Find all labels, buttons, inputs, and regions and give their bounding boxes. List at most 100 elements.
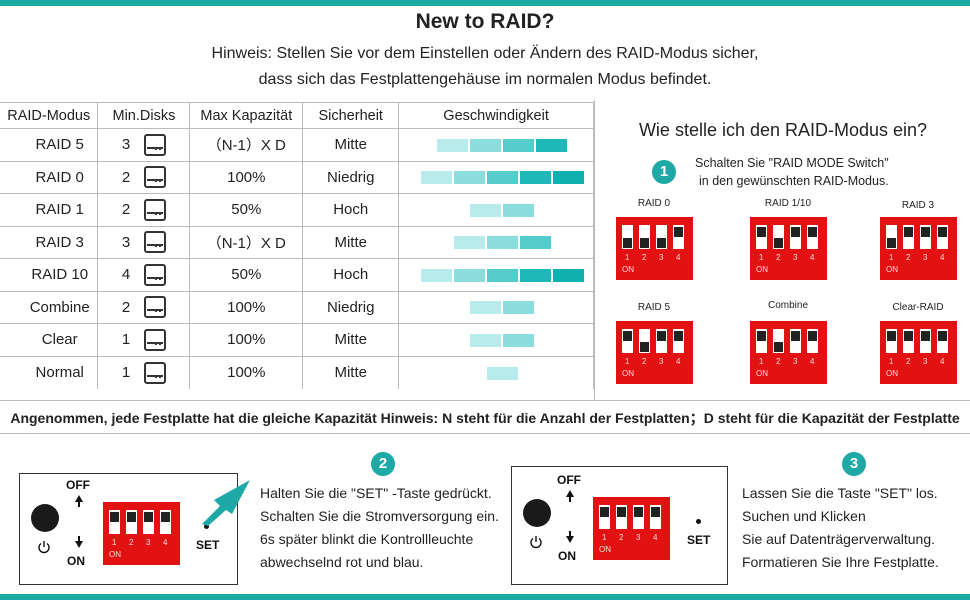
hard-drive-icon <box>143 133 166 156</box>
dip-mode-label: Combine <box>767 300 809 311</box>
table-row: Normal 1 100% Mitte <box>0 355 594 389</box>
table-row: Combine 2 100% Niedrig <box>0 290 594 324</box>
speed-bar-segment <box>552 268 584 282</box>
speed-bar-segment <box>470 203 502 217</box>
cell-disks: 4 <box>97 258 191 292</box>
switch-knob <box>657 238 666 248</box>
cell-security: Hoch <box>302 193 400 227</box>
arrow-down-icon <box>75 541 83 548</box>
switch-knob <box>110 512 119 522</box>
speed-bar-segment <box>519 236 551 250</box>
cell-capacity: 100% <box>189 290 304 324</box>
cell-capacity: （N-1）X D <box>189 225 304 259</box>
disk-count: 1 <box>121 364 131 381</box>
switch-number: 2 <box>906 357 911 366</box>
column-header-capacity: Max Kapazität <box>189 102 304 129</box>
switch-number: 1 <box>889 253 894 262</box>
switch-number: 3 <box>659 357 664 366</box>
bottom-accent-bar <box>0 594 970 600</box>
step-1-text: Schalten Sie "RAID MODE Switch" in den g… <box>695 154 889 190</box>
switch-number: 3 <box>923 253 928 262</box>
cell-disks: 1 <box>97 323 191 357</box>
dip-switch: 1 2 3 4 ON <box>880 217 957 280</box>
switch-on-label: ON <box>622 369 634 378</box>
disk-count: 2 <box>121 168 131 186</box>
speed-bar-segment <box>453 171 485 185</box>
page-title: New to RAID? <box>415 10 555 33</box>
dip-switch: 1 2 3 4 ON <box>593 497 670 560</box>
cell-speed <box>398 323 594 357</box>
step-2-text: Halten Sie die "SET" -Taste gedrückt. Sc… <box>260 482 499 574</box>
step-1-line-2: in den gewünschten RAID-Modus. <box>699 174 889 188</box>
switch-slot <box>639 225 650 249</box>
cell-disks: 3 <box>97 128 191 162</box>
set-label: SET <box>196 538 220 552</box>
set-button-graphic <box>523 499 551 527</box>
switch-number: 1 <box>625 253 630 262</box>
switch-slot <box>937 329 948 353</box>
dip-switch: 1 2 3 4 ON <box>616 217 693 280</box>
cell-speed <box>398 160 594 194</box>
table-row: RAID 3 3 （N-1）X D Mitte <box>0 225 594 259</box>
arrow-up-icon <box>566 490 574 497</box>
cell-security: Mitte <box>302 355 400 389</box>
table-row: RAID 0 2 100% Niedrig <box>0 160 594 194</box>
switch-number: 4 <box>810 253 815 262</box>
switch-number: 1 <box>625 357 630 366</box>
switch-slot <box>639 329 650 353</box>
led-dot <box>204 524 209 529</box>
switch-on-label: ON <box>109 550 121 559</box>
speed-bar-segment <box>503 138 535 152</box>
switch-slot <box>773 225 784 249</box>
step-1-line-1: Schalten Sie "RAID MODE Switch" <box>695 156 889 170</box>
cell-disks: 1 <box>97 355 191 389</box>
table-row: Clear 1 100% Mitte <box>0 323 594 357</box>
speed-bar-segment <box>486 366 518 380</box>
switch-knob <box>623 331 632 341</box>
cell-capacity: 100% <box>189 160 304 194</box>
dip-mode-label: RAID 3 <box>901 200 935 211</box>
step-2-line-3: 6s später blinkt die Kontrollleuchte <box>260 531 474 547</box>
column-header-speed: Geschwindigkeit <box>398 102 594 129</box>
disk-count: 2 <box>121 201 131 219</box>
disk-count: 2 <box>121 298 131 316</box>
step-3-text: Lassen Sie die Taste "SET" los. Suchen u… <box>742 482 939 574</box>
speed-bar-segment <box>470 138 502 152</box>
switch-knob <box>904 227 913 237</box>
step-1-badge: 1 <box>652 160 676 184</box>
switch-number: 4 <box>676 253 681 262</box>
switch-number: 4 <box>163 538 168 547</box>
arrow-stem <box>569 531 571 536</box>
divider <box>0 433 970 434</box>
switch-knob <box>640 238 649 248</box>
cell-capacity: 100% <box>189 323 304 357</box>
cell-security: Mitte <box>302 128 400 162</box>
speed-bar-segment <box>437 138 469 152</box>
cell-mode: RAID 1 <box>0 193 99 227</box>
dip-switch: 1 2 3 4 ON <box>103 502 180 565</box>
switch-knob <box>791 331 800 341</box>
speed-bar-segment <box>552 171 584 185</box>
switch-knob <box>887 238 896 248</box>
dip-switch: 1 2 3 4 ON <box>616 321 693 384</box>
switch-number: 4 <box>940 253 945 262</box>
cell-security: Niedrig <box>302 160 400 194</box>
switch-knob <box>938 331 947 341</box>
switch-on-label: ON <box>622 265 634 274</box>
disk-count: 3 <box>121 136 131 154</box>
switch-slot <box>656 225 667 249</box>
hard-drive-icon <box>143 296 166 319</box>
switch-on-label: ON <box>886 265 898 274</box>
switch-on-label: ON <box>756 369 768 378</box>
step-3-line-2: Suchen und Klicken <box>742 508 866 524</box>
cell-capacity: 50% <box>189 258 304 292</box>
switch-knob <box>808 331 817 341</box>
switch-slot <box>143 510 154 534</box>
hard-drive-icon <box>143 263 166 286</box>
switch-knob <box>921 227 930 237</box>
table-row: RAID 5 3 （N-1）X D Mitte <box>0 128 594 162</box>
cell-mode: RAID 5 <box>0 128 99 162</box>
cell-security: Niedrig <box>302 290 400 324</box>
set-button-graphic <box>31 504 59 532</box>
switch-slot <box>756 329 767 353</box>
